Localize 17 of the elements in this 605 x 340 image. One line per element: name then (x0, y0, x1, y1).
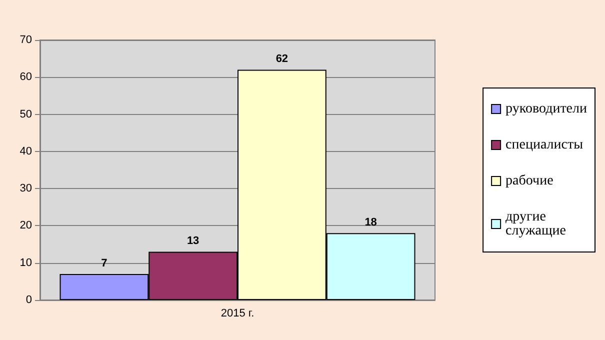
y-tick-label: 20 (20, 220, 32, 232)
legend-label: руководители (506, 102, 588, 116)
y-tick-label: 30 (20, 182, 32, 195)
y-tick-label: 10 (20, 256, 32, 269)
y-tick-label: 40 (20, 145, 32, 158)
data-label: 62 (276, 53, 288, 66)
legend-label: рабочие (506, 174, 554, 188)
y-tick-label: 60 (20, 71, 32, 84)
y-tick-label: 50 (20, 108, 32, 120)
data-label: 13 (186, 235, 200, 248)
legend-label: специалисты (506, 138, 584, 152)
y-tick-label: 70 (20, 34, 32, 46)
y-tick-label: 0 (26, 294, 32, 306)
data-label: 7 (101, 258, 108, 270)
data-label: 18 (364, 216, 377, 229)
x-tick-label: 2015 г. (220, 308, 254, 320)
legend-label: другие служащие (506, 210, 566, 238)
